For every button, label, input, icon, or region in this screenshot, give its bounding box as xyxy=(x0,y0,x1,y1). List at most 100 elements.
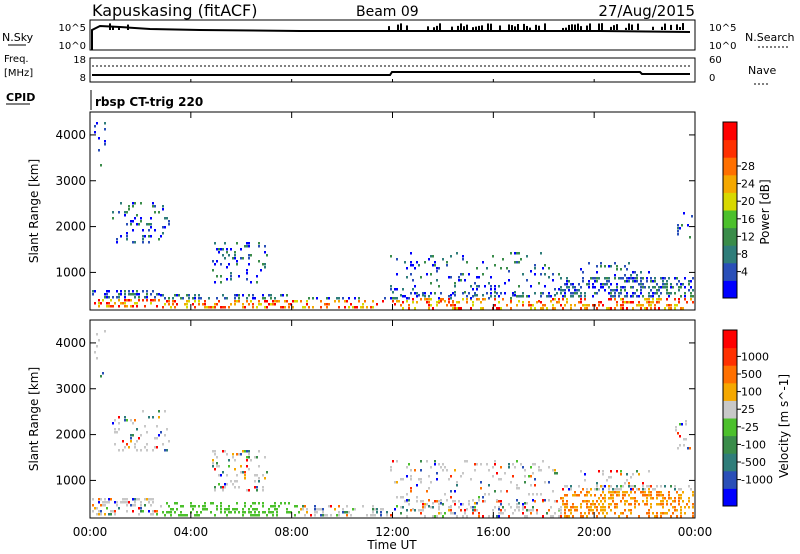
range-cell xyxy=(604,506,606,509)
range-cell xyxy=(230,511,232,514)
range-cell xyxy=(634,491,636,494)
range-cell xyxy=(256,486,258,489)
range-cell xyxy=(614,295,616,298)
range-cell xyxy=(152,202,154,205)
range-cell xyxy=(136,449,138,452)
colorbar-segment xyxy=(723,365,737,384)
range-cell xyxy=(162,294,164,297)
range-cell xyxy=(448,298,450,301)
range-cell xyxy=(544,499,546,502)
range-cell xyxy=(460,475,462,478)
range-cell xyxy=(658,295,660,298)
range-cell xyxy=(124,501,126,504)
range-cell xyxy=(146,431,148,434)
range-cell xyxy=(528,301,530,304)
range-cell xyxy=(662,286,664,289)
range-cell xyxy=(194,294,196,297)
range-cell xyxy=(688,497,690,500)
range-cell xyxy=(426,490,428,493)
range-cell xyxy=(564,283,566,286)
range-cell xyxy=(228,511,230,514)
range-cell xyxy=(678,301,680,304)
range-cell xyxy=(436,515,438,518)
range-cell xyxy=(624,289,626,292)
range-cell xyxy=(140,501,142,504)
range-cell xyxy=(316,508,318,511)
range-cell xyxy=(596,271,598,274)
range-cell xyxy=(450,475,452,478)
range-cell xyxy=(174,300,176,303)
range-cell xyxy=(152,513,154,516)
range-cell xyxy=(632,485,634,488)
range-cell xyxy=(296,505,298,508)
range-cell xyxy=(438,285,440,288)
range-cell xyxy=(570,512,572,515)
range-cell xyxy=(136,428,138,431)
range-cell xyxy=(112,510,114,513)
range-cell xyxy=(566,283,568,286)
range-cell xyxy=(518,509,520,512)
range-cell xyxy=(230,248,232,251)
range-cell xyxy=(620,289,622,292)
range-cell xyxy=(150,513,152,516)
range-cell xyxy=(376,511,378,514)
range-cell xyxy=(466,298,468,301)
range-cell xyxy=(666,286,668,289)
range-cell xyxy=(496,515,498,518)
range-cell xyxy=(476,276,478,279)
range-cell xyxy=(224,511,226,514)
range-cell xyxy=(246,456,248,459)
range-cell xyxy=(424,295,426,298)
range-cell xyxy=(120,501,122,504)
range-cell xyxy=(116,238,118,241)
range-cell xyxy=(418,294,420,297)
range-cell xyxy=(572,494,574,497)
range-cell xyxy=(564,289,566,292)
colorbar-tick-label: 28 xyxy=(741,160,755,173)
range-cell xyxy=(648,515,650,518)
range-cell xyxy=(412,264,414,267)
nsky-label: N.Sky xyxy=(2,31,34,44)
range-cell xyxy=(410,273,412,276)
range-cell xyxy=(212,459,214,462)
range-cell xyxy=(676,277,678,280)
range-cell xyxy=(234,297,236,300)
range-cell xyxy=(588,512,590,515)
range-cell xyxy=(158,434,160,437)
range-cell xyxy=(616,265,618,268)
range-cell xyxy=(172,303,174,306)
range-cell xyxy=(416,500,418,503)
range-cell xyxy=(458,506,460,509)
range-cell xyxy=(528,509,530,512)
range-cell xyxy=(678,286,680,289)
x-axis: 00:00 04:00 08:00 12:00 16:00 20:00 00:00 xyxy=(73,79,712,539)
range-cell xyxy=(390,466,392,469)
range-cell xyxy=(124,293,126,296)
range-cell xyxy=(562,497,564,500)
range-cell xyxy=(224,297,226,300)
range-cell xyxy=(514,509,516,512)
range-cell xyxy=(536,512,538,515)
range-cell xyxy=(656,292,658,295)
range-cell xyxy=(228,306,230,309)
range-cell xyxy=(224,486,226,489)
range-cell xyxy=(626,268,628,271)
range-cell xyxy=(466,295,468,298)
range-cell xyxy=(120,290,122,293)
range-cell xyxy=(482,515,484,518)
range-cell xyxy=(470,307,472,310)
y-tick-label: 4000 xyxy=(55,336,86,350)
range-cell xyxy=(140,449,142,452)
range-cell xyxy=(594,292,596,295)
range-cell xyxy=(478,512,480,515)
range-cell xyxy=(488,493,490,496)
range-cell xyxy=(518,285,520,288)
range-cell xyxy=(604,485,606,488)
range-cell xyxy=(260,303,262,306)
range-cell xyxy=(582,488,584,491)
range-cell xyxy=(214,263,216,266)
range-cell xyxy=(472,506,474,509)
range-cell xyxy=(690,292,692,295)
range-cell xyxy=(408,297,410,300)
range-cell xyxy=(456,307,458,310)
